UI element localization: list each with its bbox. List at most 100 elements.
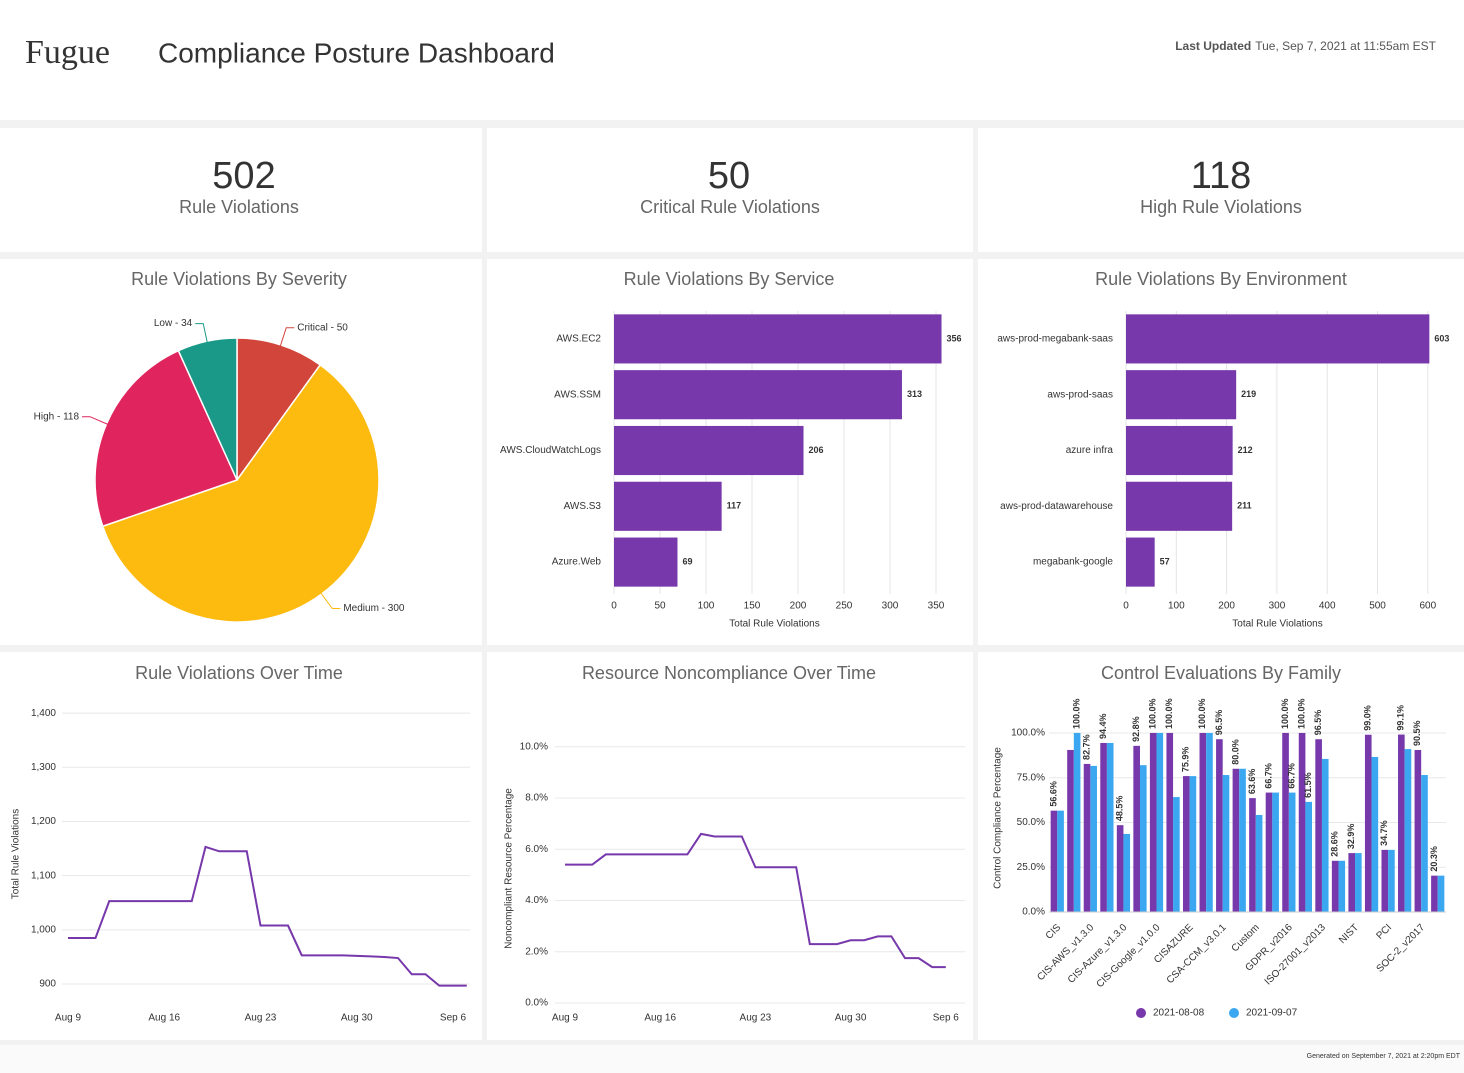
bar <box>1073 732 1081 912</box>
bar <box>1398 734 1405 912</box>
value-label: 75.9% <box>1181 747 1191 773</box>
bar <box>1321 758 1329 912</box>
chart-title: Rule Violations By Environment <box>1095 269 1347 289</box>
legend-swatch <box>1136 1008 1146 1018</box>
bar <box>1057 810 1064 912</box>
bar <box>614 370 902 420</box>
bar <box>1216 739 1223 912</box>
value-label: 66.7% <box>1287 763 1297 789</box>
slice-label: High - 118 <box>34 411 80 422</box>
x-tick-label: 0 <box>1123 601 1129 612</box>
value-label: 212 <box>1238 445 1253 455</box>
logo: Fugue <box>25 34 110 71</box>
bar <box>1288 792 1296 912</box>
value-label: 56.6% <box>1048 781 1058 807</box>
footer-bar <box>0 1045 1464 1073</box>
slice-label: Medium - 300 <box>343 603 405 614</box>
kpi-value: 118 <box>1191 155 1252 197</box>
card <box>487 128 973 252</box>
value-label: 57 <box>1160 556 1170 566</box>
bar <box>1431 875 1438 912</box>
x-tick-label: Aug 16 <box>148 1013 180 1024</box>
chart-title: Rule Violations By Service <box>624 269 835 289</box>
x-tick-label: 100 <box>1168 601 1185 612</box>
bar <box>1206 732 1213 912</box>
value-label: 48.5% <box>1115 796 1125 822</box>
x-tick-label: 50 <box>654 601 666 612</box>
x-tick-label: 350 <box>928 601 945 612</box>
kpi-label: Critical Rule Violations <box>640 197 820 217</box>
bar <box>614 481 722 531</box>
bar <box>614 425 804 476</box>
last-updated-value: Tue, Sep 7, 2021 at 11:55am EST <box>1255 39 1436 53</box>
bar <box>1199 732 1207 912</box>
y-axis-title: Total Rule Violations <box>11 809 22 899</box>
y-tick-label: 25.0% <box>1017 862 1045 873</box>
bar <box>1315 739 1322 912</box>
legend-swatch <box>1229 1008 1239 1018</box>
value-label: 603 <box>1434 333 1449 343</box>
value-label: 80.0% <box>1230 739 1240 765</box>
leader-line <box>320 592 341 609</box>
value-label: 63.6% <box>1247 769 1257 795</box>
value-label: 96.5% <box>1313 710 1323 736</box>
x-tick-label: 300 <box>882 601 899 612</box>
value-label: 100.0% <box>1296 698 1306 729</box>
bar <box>1189 776 1197 912</box>
x-tick-label: 200 <box>1218 601 1235 612</box>
bar <box>1100 742 1107 912</box>
value-label: 20.3% <box>1429 846 1439 872</box>
y-tick-label: 900 <box>39 979 56 990</box>
y-tick-label: 75.0% <box>1017 772 1045 783</box>
value-label: 117 <box>727 501 742 511</box>
value-label: 69 <box>682 556 692 566</box>
value-label: 90.5% <box>1412 720 1422 746</box>
y-tick-label: 6.0% <box>525 844 548 855</box>
last-updated: Last Updated Tue, Sep 7, 2021 at 11:55am … <box>1175 39 1436 53</box>
y-tick-label: 0.0% <box>1022 907 1045 918</box>
kpi-label: High Rule Violations <box>1140 197 1302 217</box>
value-label: 82.7% <box>1081 734 1091 760</box>
value-label: 92.8% <box>1131 716 1141 742</box>
bar <box>1166 732 1174 912</box>
category-label: azure infra <box>1066 445 1114 456</box>
value-label: 219 <box>1241 389 1256 399</box>
bar <box>1388 849 1395 912</box>
category-label: aws-prod-saas <box>1047 389 1113 400</box>
value-label: 66.7% <box>1263 763 1273 789</box>
leader-line <box>82 416 109 426</box>
bar <box>1149 732 1157 912</box>
card <box>0 128 482 252</box>
y-tick-label: 50.0% <box>1017 817 1045 828</box>
y-tick-label: 0.0% <box>525 998 548 1009</box>
value-label: 100.0% <box>1148 698 1158 729</box>
bar <box>1050 810 1058 912</box>
bar <box>1173 797 1180 912</box>
bar <box>1437 875 1445 912</box>
leader-line <box>195 323 208 344</box>
slice-label: Critical - 50 <box>297 322 348 333</box>
y-tick-label: 100.0% <box>1011 728 1045 739</box>
y-tick-label: 10.0% <box>520 741 548 752</box>
y-tick-label: 2.0% <box>525 946 548 957</box>
page-title: Compliance Posture Dashboard <box>158 37 555 68</box>
bar <box>1298 732 1306 912</box>
bar <box>1123 833 1131 912</box>
chart-title: Rule Violations By Severity <box>131 269 347 289</box>
category-label: Azure.Web <box>552 557 602 568</box>
y-axis-title: Control Compliance Percentage <box>993 747 1004 889</box>
header-bar <box>0 0 1464 120</box>
bar <box>1364 734 1372 912</box>
bar <box>1126 481 1233 531</box>
value-label: 100.0% <box>1071 698 1081 729</box>
value-label: 100.0% <box>1197 698 1207 729</box>
kpi-value: 50 <box>708 155 750 197</box>
y-tick-label: 1,400 <box>31 708 56 719</box>
legend-label: 2021-08-08 <box>1153 1008 1205 1019</box>
footer-text: Generated on September 7, 2021 at 2:20pm… <box>1307 1053 1461 1060</box>
y-tick-label: 8.0% <box>525 793 548 804</box>
value-label: 206 <box>809 445 824 455</box>
bar <box>1239 768 1246 912</box>
line <box>68 845 467 987</box>
